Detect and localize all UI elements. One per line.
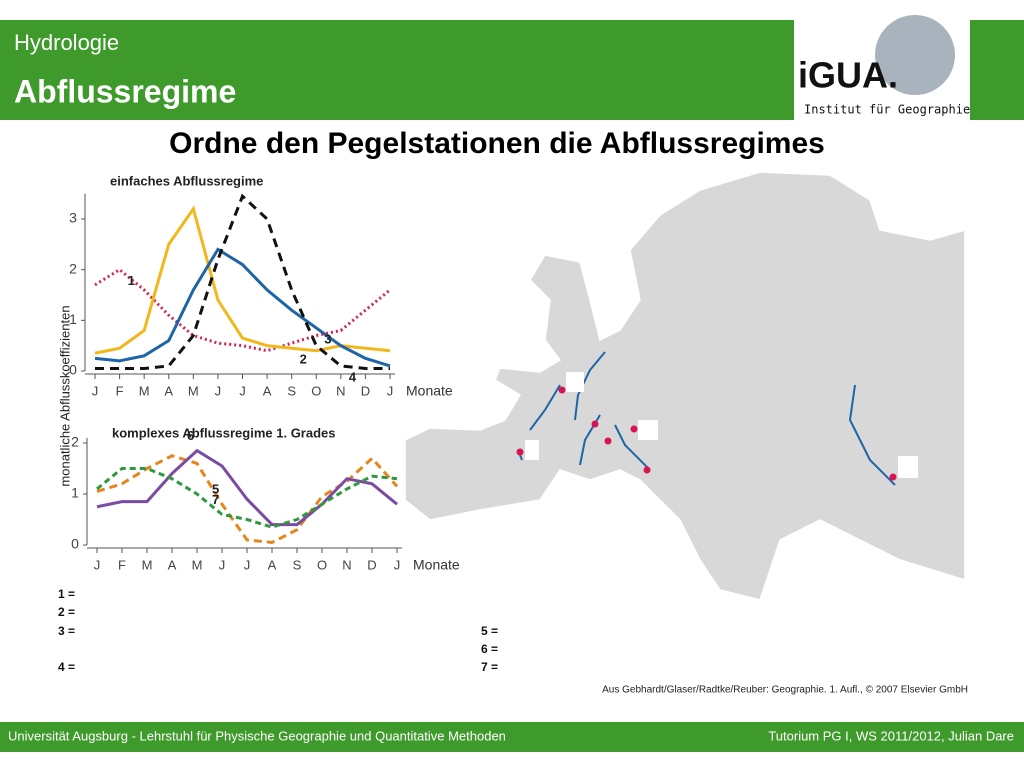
answer-label: 1 =	[58, 587, 75, 601]
y-tick-label: 0	[71, 536, 79, 552]
x-tick-label: S	[287, 383, 296, 398]
stations	[516, 386, 897, 481]
x-tick-label: N	[336, 383, 345, 398]
series-line	[96, 448, 398, 527]
y-tick-label: 1	[69, 311, 77, 327]
x-axis-label: Monate	[406, 383, 453, 399]
series-line	[95, 193, 390, 370]
x-axis-label: Monate	[413, 557, 460, 573]
task: Ordne den Pegelstationen die Abflussregi…	[169, 127, 825, 160]
answer-label: 7 =	[481, 660, 498, 674]
x-tick-label: A	[263, 383, 272, 398]
x-tick-label: J	[94, 557, 101, 572]
y-tick-label: 1	[71, 485, 79, 501]
answer-label: 5 =	[481, 624, 498, 638]
series-label: 4	[349, 369, 357, 384]
chart-title: komplexes Abflussregime 1. Grades	[112, 425, 336, 440]
x-tick-label: A	[268, 557, 277, 572]
x-tick-label: J	[239, 383, 246, 398]
x-tick-label: S	[293, 557, 302, 572]
y-tick-label: 0	[69, 362, 77, 378]
credit: Aus Gebhardt/Glaser/Radtke/Reuber: Geogr…	[602, 685, 968, 696]
y-axis-label: monatliche Abflusskoeffizienten	[57, 305, 72, 486]
x-tick-label: J	[219, 557, 226, 572]
x-tick-label: A	[164, 383, 173, 398]
series-label: 1	[128, 273, 135, 288]
x-tick-label: M	[192, 557, 203, 572]
europe-map	[404, 171, 966, 601]
series-label: 3	[324, 331, 331, 346]
series-line	[96, 454, 399, 544]
x-tick-label: D	[361, 383, 370, 398]
y-tick-label: 2	[71, 434, 79, 450]
x-tick-label: J	[387, 383, 394, 398]
series-label: 2	[300, 352, 307, 367]
x-tick-label: O	[317, 557, 327, 572]
series-label: 7	[212, 492, 219, 507]
series-line	[94, 267, 391, 353]
footer-right: Tutorium PG I, WS 2011/2012, Julian Dare	[768, 728, 1014, 743]
logo-caption: Institut für Geographie	[804, 103, 970, 117]
x-tick-label: M	[139, 383, 150, 398]
x-tick-label: O	[311, 383, 321, 398]
logo-circle	[875, 15, 955, 95]
y-tick-label: 2	[69, 260, 77, 276]
x-tick-label: F	[116, 383, 124, 398]
chart-title: einfaches Abflussregime	[110, 173, 263, 188]
x-tick-label: M	[188, 383, 199, 398]
footer-band	[0, 722, 1024, 752]
y-tick-label: 3	[69, 210, 77, 226]
answer-boxes	[525, 372, 918, 478]
answer-label: 3 =	[58, 624, 75, 638]
x-tick-label: D	[367, 557, 376, 572]
x-tick-label: J	[92, 383, 99, 398]
answer-label: 4 =	[58, 660, 75, 674]
answer-label: 6 =	[481, 642, 498, 656]
x-tick-label: A	[168, 557, 177, 572]
x-tick-label: J	[394, 557, 401, 572]
series-line	[96, 467, 398, 529]
series-label: 5	[212, 482, 219, 497]
series-label: 6	[187, 428, 194, 443]
x-tick-label: N	[342, 557, 351, 572]
title: Abflussregime	[14, 73, 236, 109]
x-tick-label: M	[142, 557, 153, 572]
x-tick-label: J	[215, 383, 222, 398]
x-tick-label: F	[118, 557, 126, 572]
x-tick-label: J	[244, 557, 251, 572]
series-line	[94, 247, 391, 368]
logo: iGUA.	[798, 55, 898, 96]
answer-label: 2 =	[58, 605, 75, 619]
subtitle: Hydrologie	[14, 30, 119, 55]
footer-left: Universität Augsburg - Lehrstuhl für Phy…	[8, 728, 506, 743]
